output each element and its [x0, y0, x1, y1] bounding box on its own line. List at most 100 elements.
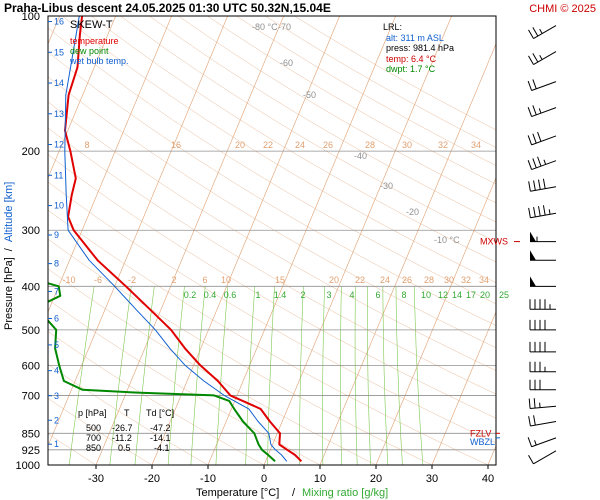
theta-label-mid: 32	[461, 275, 471, 285]
wind-barb-flag	[530, 231, 536, 242]
theta-label-mid: 2	[171, 275, 176, 285]
wind-barb-flag	[530, 250, 536, 261]
mixing-ratio-label: 0.6	[224, 290, 237, 300]
wind-barb-full	[533, 206, 536, 217]
wind-barb	[529, 379, 556, 391]
isotherm-label: -30	[380, 181, 393, 191]
x-tick-label: -10	[200, 473, 216, 485]
mixing-ratio-label: 0.2	[184, 290, 197, 300]
wetbulb-line	[64, 16, 288, 462]
level-marker-label: WBZL	[470, 437, 495, 447]
theta-label-top: 8	[84, 140, 89, 150]
dry-adiabat-line	[178, 16, 496, 204]
pressure-tick-label: 300	[22, 225, 40, 237]
mixing-ratio-label: 25	[499, 290, 509, 300]
isotherm-line	[48, 16, 116, 179]
theta-label-top: 30	[402, 140, 412, 150]
altitude-tick-label: 10	[54, 201, 64, 211]
mixing-ratio-line	[367, 286, 371, 465]
mixing-ratio-label: 17	[466, 290, 476, 300]
altitude-tick-label: 2	[54, 415, 59, 425]
theta-label-mid: 6	[202, 275, 207, 285]
levels-table: p [hPa] T Td [°C] 500 -26.7 -47.2 700 -1…	[78, 408, 174, 453]
lrl-box: LRL: alt: 311 m ASL press: 981.4 hPa tem…	[383, 22, 454, 74]
wind-barb-full	[528, 55, 534, 65]
dry-adiabat-line	[120, 16, 496, 243]
wind-barb-half	[534, 440, 537, 446]
theta-label-top: 32	[438, 140, 448, 150]
wind-barb	[530, 276, 556, 287]
table-cell: -26.7	[112, 423, 133, 433]
wind-barb-half	[548, 209, 551, 215]
isotherm-line	[319, 43, 496, 465]
table-cell: 0.5	[118, 443, 131, 453]
theta-label-top: 28	[365, 140, 375, 150]
wind-barb	[527, 79, 557, 91]
legend-temperature: temperature	[70, 36, 119, 46]
table-header-p: p [hPa]	[78, 408, 107, 418]
wind-barb-full	[528, 454, 534, 465]
wind-barb-full	[528, 398, 531, 409]
isotherm-line	[151, 16, 340, 465]
theta-label-mid: -2	[128, 275, 136, 285]
wind-barb-full	[532, 27, 539, 37]
mixing-ratio-label: 2	[300, 290, 305, 300]
theta-label-mid: 26	[402, 275, 412, 285]
wind-barb-staff	[530, 405, 557, 410]
mixing-ratio-line	[267, 286, 275, 465]
altitude-tick-label: 14	[54, 78, 64, 88]
theta-label-top: 26	[323, 140, 333, 150]
wind-barb	[529, 341, 556, 353]
wind-barb	[528, 450, 557, 465]
pressure-tick-label: 600	[22, 360, 40, 372]
mixing-ratio-line	[340, 286, 342, 465]
lrl-dwpt: dwpt: 1.7 °C	[386, 64, 436, 74]
mixing-ratio-line	[245, 286, 256, 465]
mixing-ratio-line	[167, 286, 185, 465]
theta-label-top: 16	[171, 140, 181, 150]
wind-barb-full	[532, 105, 537, 116]
dry-adiabat-line	[48, 51, 496, 326]
wind-barb-full	[532, 79, 537, 89]
pressure-tick-label: 400	[22, 281, 40, 293]
wind-barb-flag	[530, 276, 536, 287]
wind-barb-full	[538, 206, 541, 217]
wind-barb-full	[542, 178, 546, 189]
pressure-tick-label: 700	[22, 390, 40, 402]
wind-barb-half	[543, 159, 547, 165]
wind-barb-staff	[531, 437, 557, 448]
wind-barb	[528, 51, 557, 65]
plot-frame	[47, 15, 497, 466]
theta-label-mid: 22	[355, 275, 365, 285]
wind-barb-full	[533, 415, 536, 426]
lrl-press: press: 981.4 hPa	[386, 43, 454, 53]
theta-label-top: 24	[295, 140, 305, 150]
dry-adiabat-line	[48, 76, 496, 348]
isotherm-line	[375, 177, 496, 465]
x-axis-sep: /	[292, 487, 296, 499]
wind-barb-half	[539, 28, 543, 34]
altitude-tick-label: 11	[54, 170, 63, 180]
x-axis-title: Temperature [°C] / Mixing ratio [g/kg]	[196, 487, 388, 499]
altitude-tick-label: 13	[54, 109, 64, 119]
wind-barb-full	[527, 106, 533, 117]
wind-barb	[529, 319, 556, 331]
lrl-alt: alt: 311 m ASL	[386, 33, 444, 43]
altitude-tick-label: 7	[54, 286, 59, 296]
isotherm-label: -70	[278, 22, 291, 32]
wind-barb-half	[538, 108, 542, 114]
theta-label-top: 34	[471, 140, 481, 150]
isotherm-label: -40	[354, 151, 367, 161]
wind-barb-full	[532, 133, 537, 144]
wind-barb-staff	[530, 186, 557, 192]
wind-barb	[527, 131, 557, 146]
dry-adiabat-line	[62, 16, 496, 283]
level-marker-label: FZLV	[470, 428, 491, 438]
mixing-ratio-label: 20	[480, 290, 490, 300]
table-cell: -14.1	[150, 433, 171, 443]
theta-label-mid: 15	[275, 275, 285, 285]
dry-adiabat-line	[48, 154, 496, 419]
wind-barb	[530, 250, 556, 261]
isotherm-label: -50	[303, 90, 316, 100]
table-cell: -47.2	[150, 423, 171, 433]
